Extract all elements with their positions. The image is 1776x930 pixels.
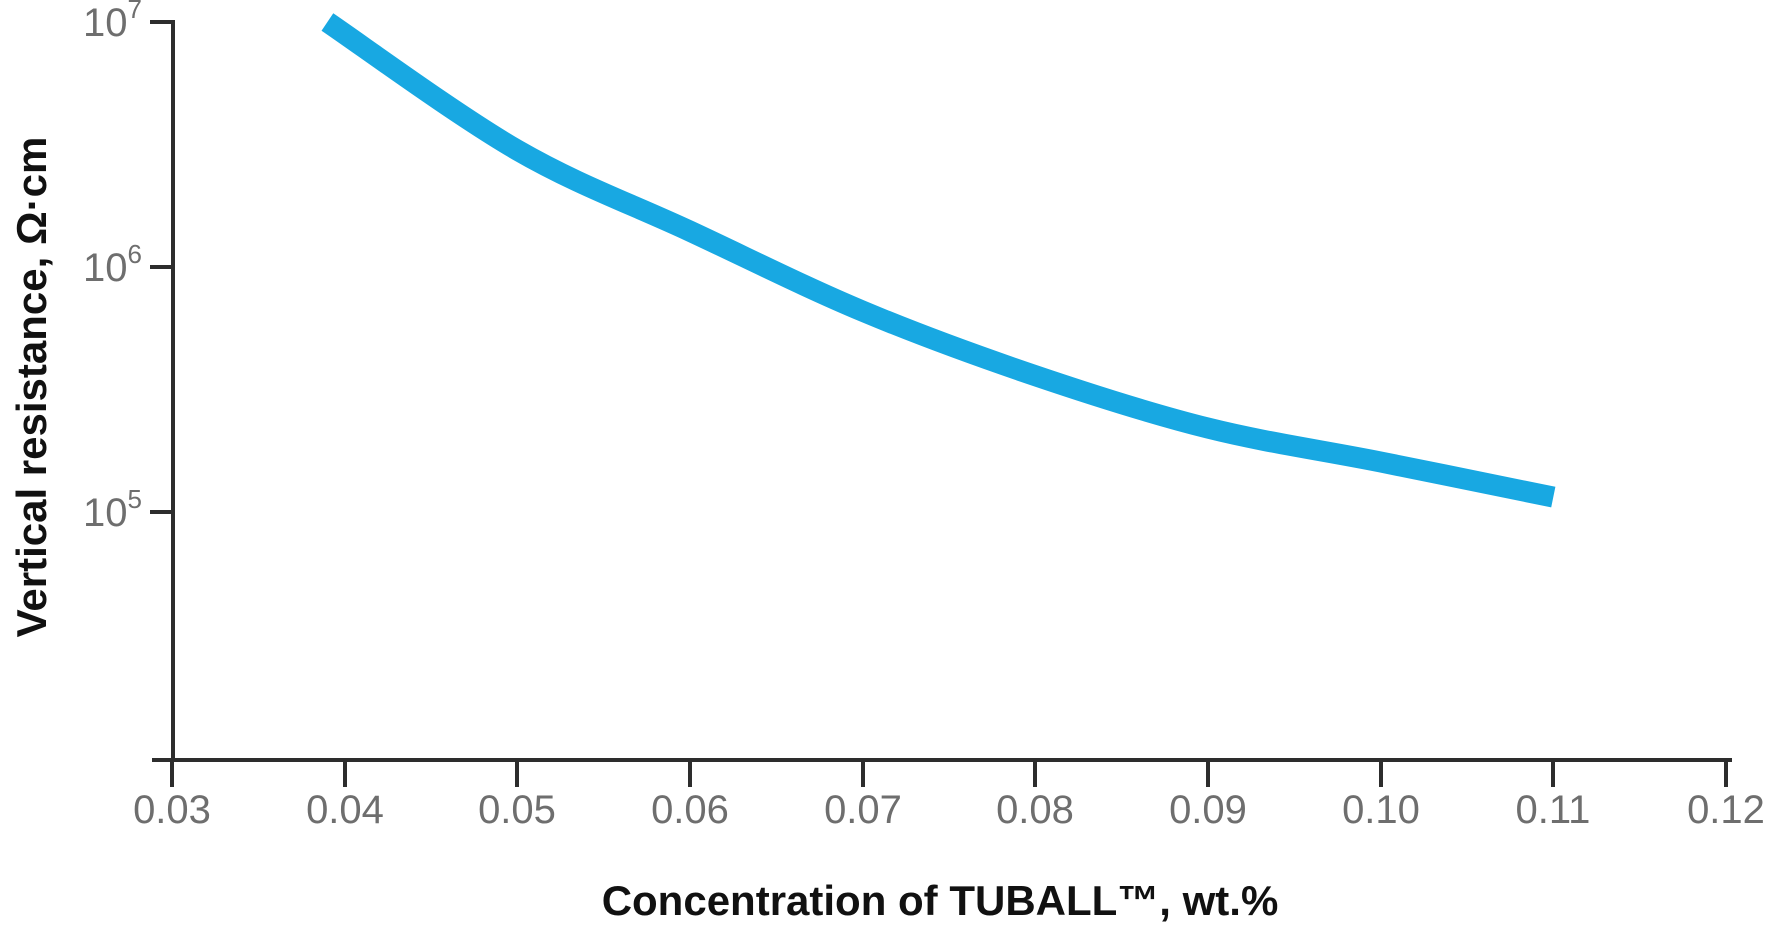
x-tick-label: 0.06: [651, 788, 729, 832]
x-tick-label: 0.03: [133, 788, 211, 832]
curve-layer: [321, 13, 1556, 508]
y-tick-label: 105: [83, 484, 142, 535]
x-axis-title: Concentration of TUBALL™, wt.%: [602, 877, 1279, 924]
y-tick-label: 106: [83, 239, 142, 290]
x-tick-label: 0.05: [478, 788, 556, 832]
x-tick-label: 0.10: [1342, 788, 1420, 832]
y-axis-title: Vertical resistance, Ω·cm: [8, 137, 55, 638]
x-tick-label: 0.04: [306, 788, 384, 832]
x-tick-label: 0.08: [996, 788, 1074, 832]
x-tick-label: 0.12: [1687, 788, 1765, 832]
x-tick-label: 0.11: [1516, 788, 1591, 832]
y-tick-group: 107 106 105: [83, 0, 173, 535]
x-tick-group: 0.03 0.04 0.05 0.06 0.07 0.08 0.09 0.10 0.11 0.12: [133, 760, 1765, 832]
resistance-curve: [321, 13, 1556, 508]
y-tick-label: 107: [83, 0, 142, 45]
x-tick-label: 0.07: [824, 788, 902, 832]
x-tick-label: 0.09: [1169, 788, 1247, 832]
